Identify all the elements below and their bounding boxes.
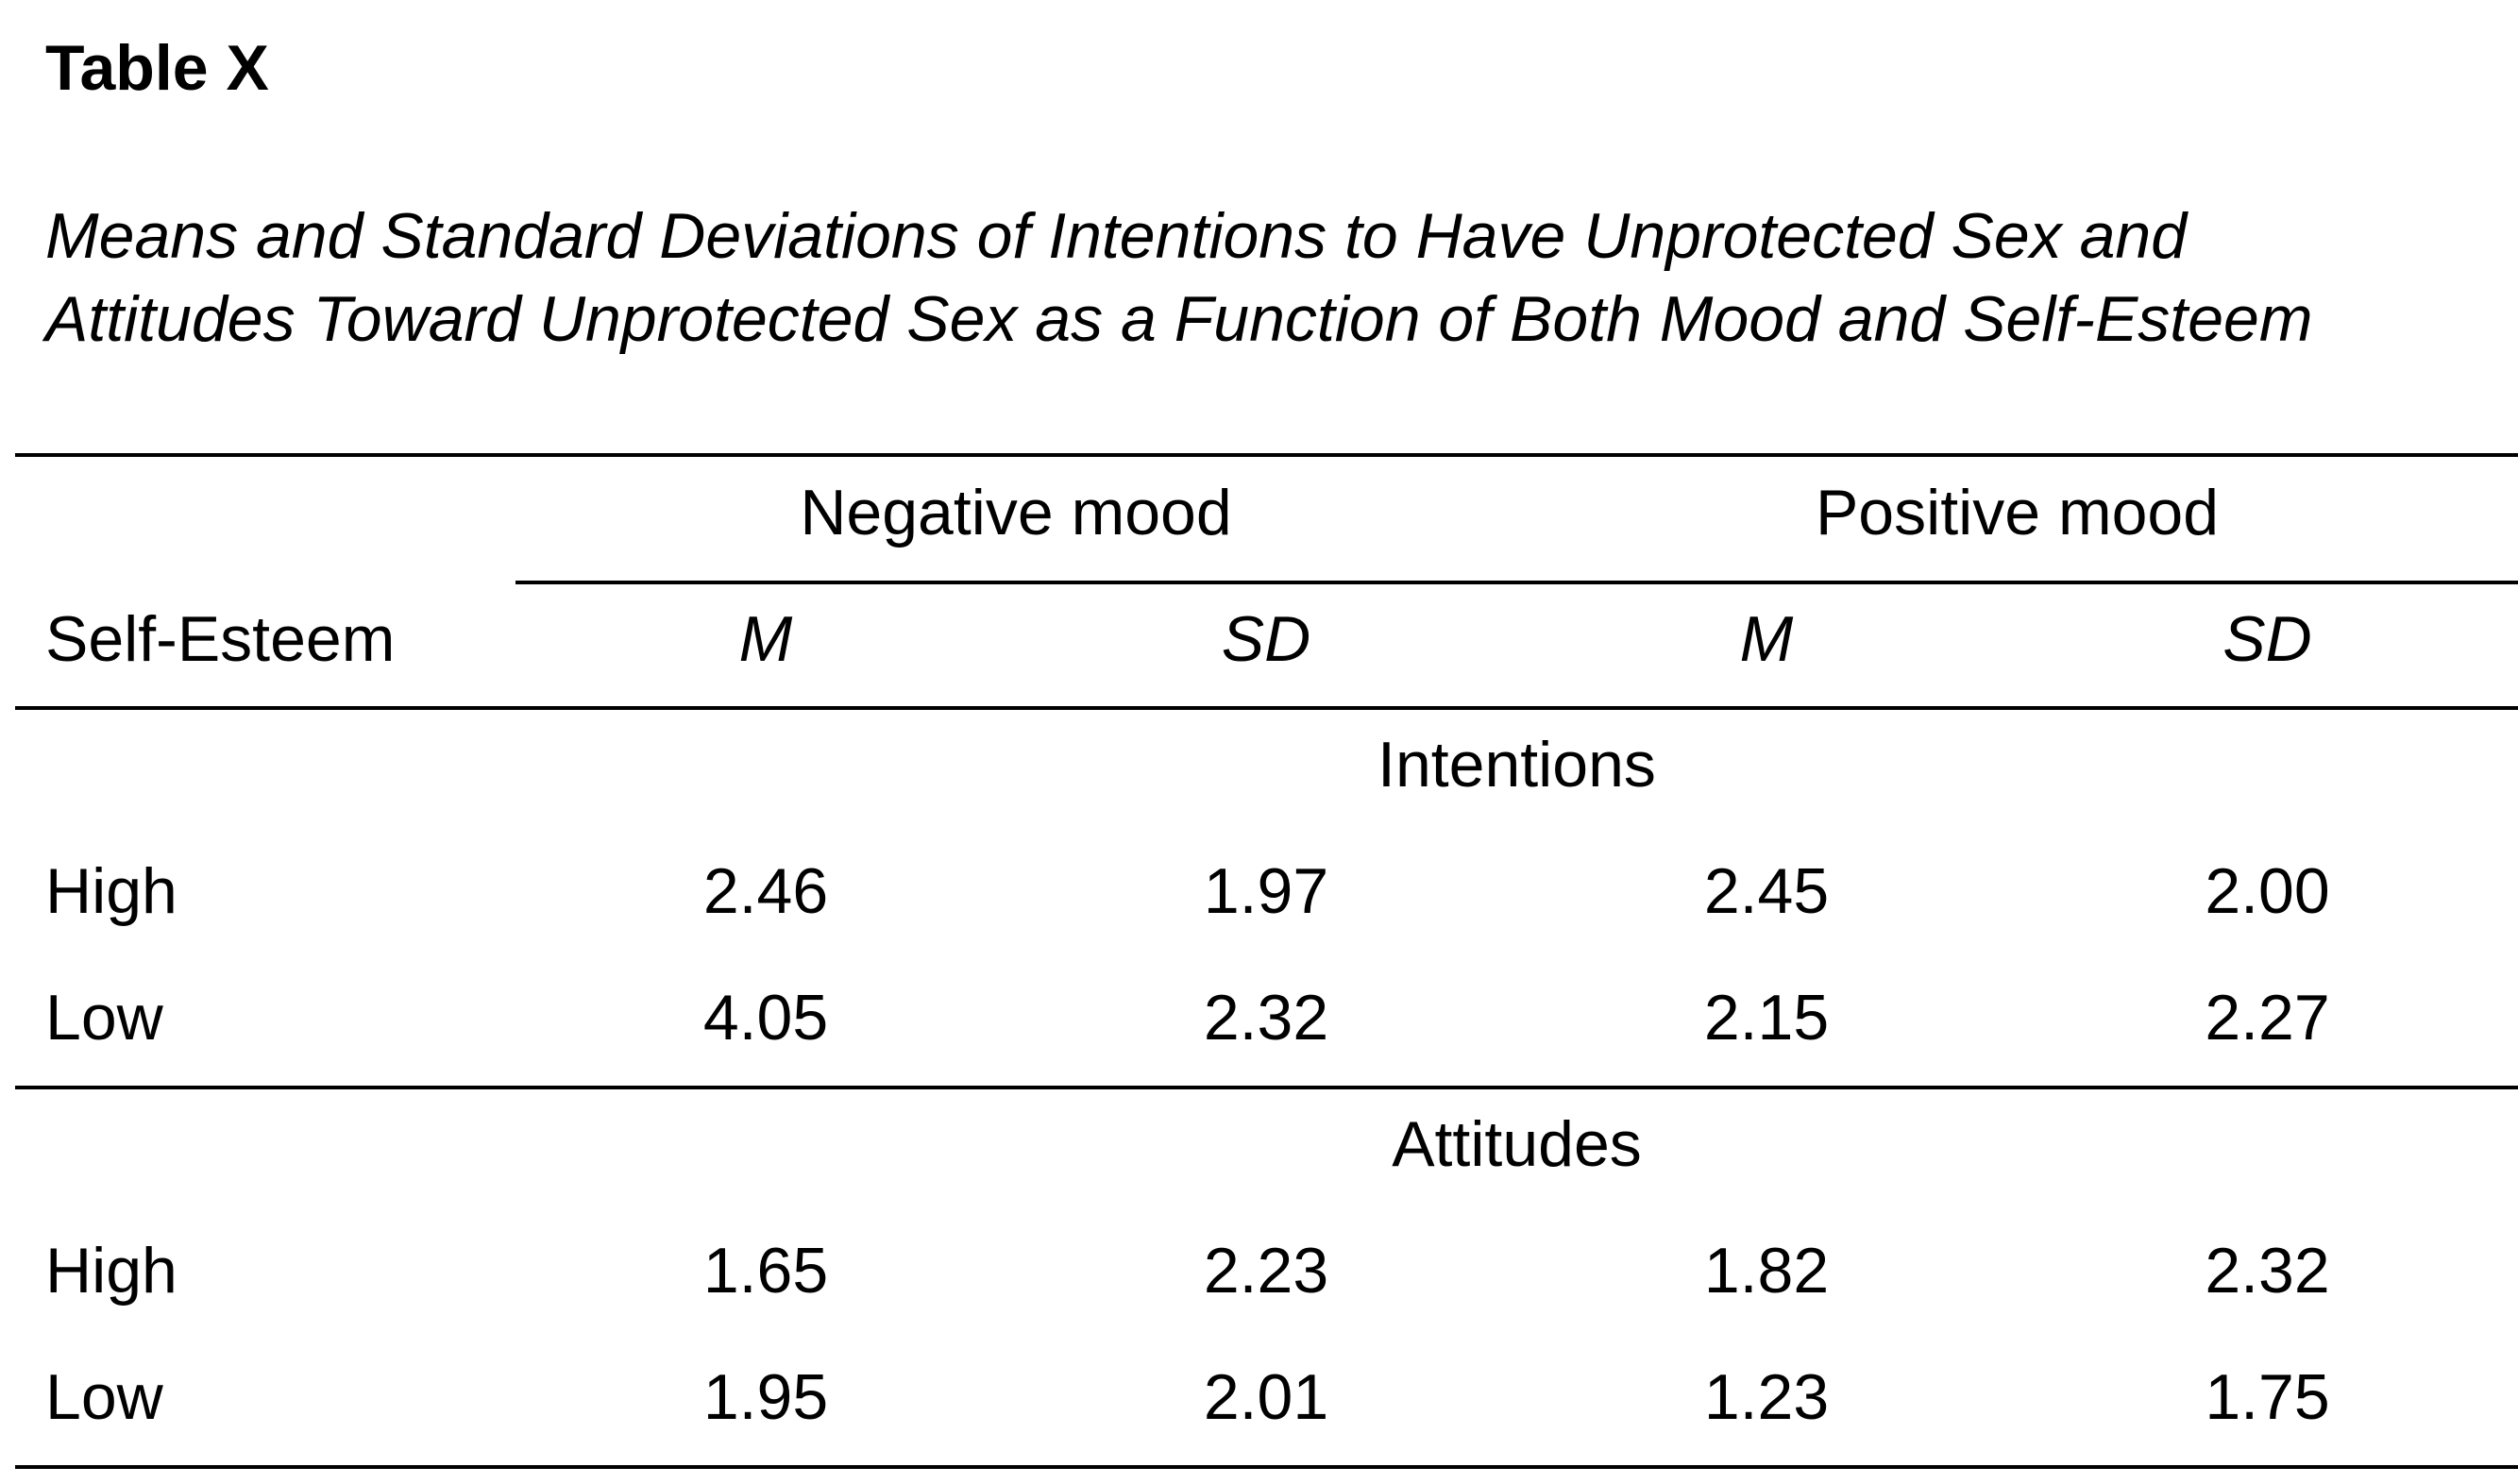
table-cell: 2.45 [1703, 855, 1830, 927]
column-header-m: M [1739, 603, 1794, 675]
column-header-m: M [738, 603, 793, 675]
table-cell: 1.23 [1703, 1361, 1830, 1433]
spanner-positive-mood: Positive mood [1815, 477, 2220, 548]
row-label: High [45, 855, 177, 927]
section-label-attitudes: Attitudes [1392, 1108, 1642, 1180]
column-header-sd: SD [1221, 603, 1311, 675]
section-label-intentions: Intentions [1377, 729, 1656, 801]
section-rule [15, 1086, 2518, 1089]
column-header-sd: SD [2222, 603, 2312, 675]
row-label: Low [45, 1361, 163, 1433]
table-cell: 2.15 [1703, 982, 1830, 1054]
top-rule [15, 453, 2518, 457]
table-cell: 2.01 [1203, 1361, 1329, 1433]
table-cell: 1.97 [1203, 855, 1329, 927]
table-cell: 1.75 [2205, 1361, 2330, 1433]
stub-header: Self-Esteem [45, 603, 396, 675]
header-rule [15, 706, 2518, 710]
table-cell: 1.95 [702, 1361, 829, 1433]
table-cell: 4.05 [702, 982, 829, 1054]
spanner-rule [515, 581, 2518, 584]
table-cell: 2.32 [2205, 1235, 2330, 1307]
row-label: Low [45, 982, 163, 1054]
bottom-rule [15, 1465, 2518, 1469]
table-cell: 2.27 [2205, 982, 2330, 1054]
table-cell: 1.65 [702, 1235, 829, 1307]
table-cell: 1.82 [1703, 1235, 1830, 1307]
table-cell: 2.00 [2205, 855, 2330, 927]
table-cell: 2.46 [702, 855, 829, 927]
table-title-line: Attitudes Toward Unprotected Sex as a Fu… [45, 283, 2313, 355]
row-label: High [45, 1235, 177, 1307]
table-cell: 2.32 [1203, 982, 1329, 1054]
table-title-line: Means and Standard Deviations of Intenti… [45, 200, 2188, 272]
spanner-negative-mood: Negative mood [800, 477, 1232, 548]
table-title: Means and Standard Deviations of Intenti… [45, 194, 2500, 361]
table-number: Table X [45, 32, 269, 104]
table-cell: 2.23 [1203, 1235, 1329, 1307]
